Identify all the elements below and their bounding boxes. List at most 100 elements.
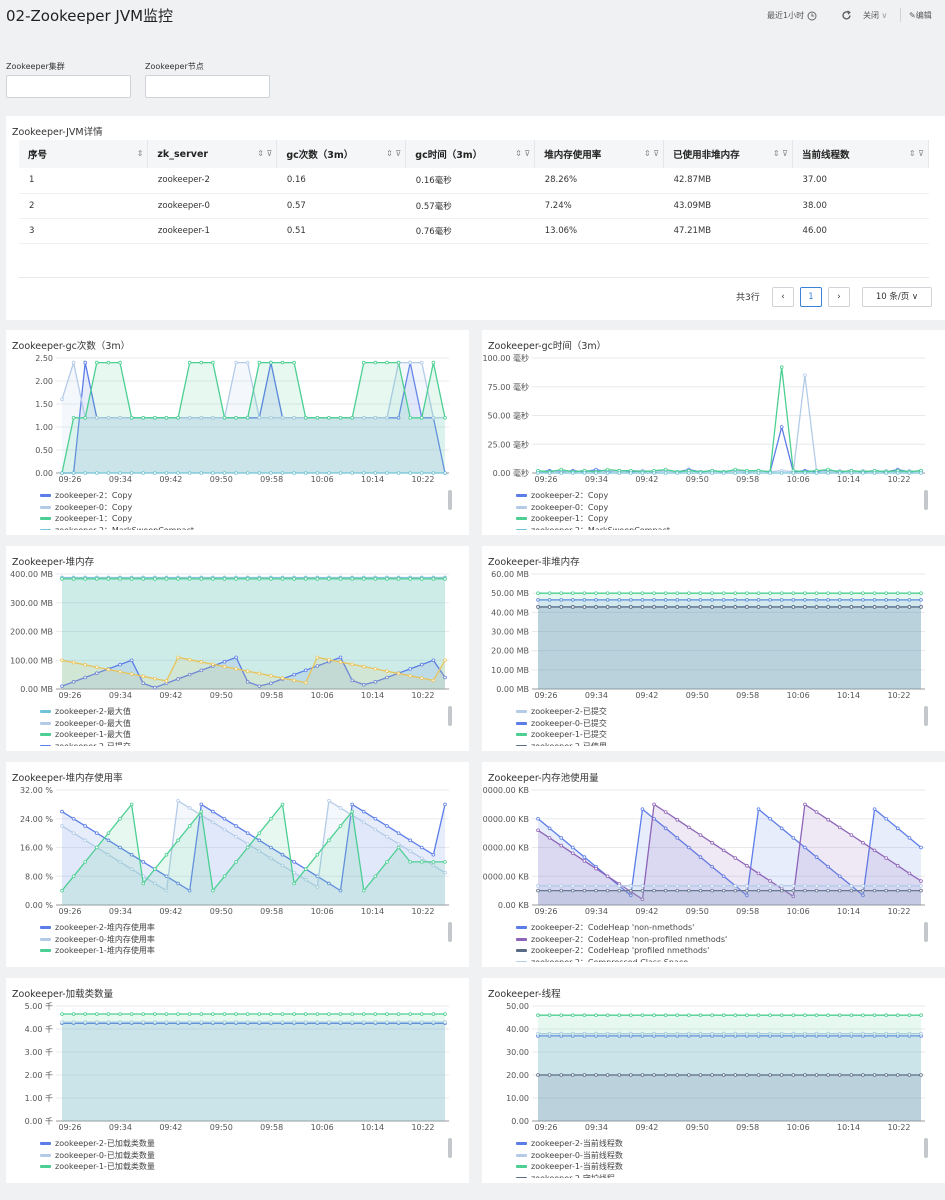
legend-item[interactable]: zookeeper-2：Copy <box>40 490 132 501</box>
legend-scrollbar[interactable] <box>448 706 452 726</box>
data-point <box>83 577 88 581</box>
legend-item[interactable]: zookeeper-0-当前线程数 <box>516 1150 623 1161</box>
next-page-button[interactable]: › <box>828 287 850 307</box>
legend-item[interactable]: zookeeper-2-守护线程 <box>516 1173 615 1178</box>
data-point <box>559 467 564 472</box>
data-point <box>350 416 354 420</box>
legend-item[interactable]: zookeeper-1-堆内存使用率 <box>40 945 155 956</box>
legend-item[interactable]: zookeeper-0-已提交 <box>516 718 607 729</box>
col-header-gc-time[interactable]: gc时间（3m） ⇕ ⊽ <box>405 140 536 168</box>
legend-item[interactable]: zookeeper-2-已提交 <box>40 741 131 746</box>
data-point <box>315 1020 320 1024</box>
sort-filter-icon[interactable]: ⇕ ⊽ <box>257 149 273 158</box>
legend-item[interactable]: zookeeper-2：Compressed Class Space <box>516 957 688 962</box>
col-header-zk-server[interactable]: zk_server ⇕ ⊽ <box>147 140 278 168</box>
legend-swatch <box>516 733 527 736</box>
data-point <box>745 884 749 888</box>
data-point <box>791 471 796 475</box>
data-point <box>895 471 900 475</box>
sort-filter-icon[interactable]: ⇕ ⊽ <box>772 149 789 158</box>
data-point <box>361 416 366 420</box>
legend-item[interactable]: zookeeper-2：MarkSweepCompact <box>40 525 194 530</box>
legend-item[interactable]: zookeeper-0-最大值 <box>40 718 131 729</box>
y-tick-label: 0.00 % <box>25 901 53 910</box>
data-point <box>350 471 354 475</box>
data-point <box>419 662 424 667</box>
col-header-nonheap-used[interactable]: 已使用非堆内存 ⇕ ⊽ <box>663 140 794 168</box>
legend-item[interactable]: zookeeper-2：CodeHeap 'non-profiled nmeth… <box>516 934 727 945</box>
data-point <box>373 816 378 821</box>
legend-item[interactable]: zookeeper-2-已使用 <box>516 741 607 746</box>
data-point <box>431 1020 436 1024</box>
legend-scrollbar[interactable] <box>448 1138 452 1158</box>
sort-filter-icon[interactable]: ⇕ ⊽ <box>386 149 402 158</box>
legend-item[interactable]: zookeeper-2：CodeHeap 'profiled nmethods' <box>516 945 709 956</box>
legend-item[interactable]: zookeeper-1-已提交 <box>516 729 607 740</box>
data-point <box>245 845 250 850</box>
data-point <box>199 809 204 814</box>
legend-item[interactable]: zookeeper-1-已加载类数量 <box>40 1161 155 1172</box>
x-tick-label: 10:14 <box>837 475 860 484</box>
legend-item[interactable]: zookeeper-2：MarkSweepCompact <box>516 525 670 530</box>
legend-label: zookeeper-2-已加载类数量 <box>55 1139 155 1148</box>
legend-item[interactable]: zookeeper-0-已加载类数量 <box>40 1150 155 1161</box>
prev-page-button[interactable]: ‹ <box>772 287 794 307</box>
col-header-index[interactable]: 序号 ⇕ <box>19 140 149 168</box>
legend-item[interactable]: zookeeper-1-最大值 <box>40 729 131 740</box>
legend-scrollbar[interactable] <box>924 922 928 942</box>
data-point <box>803 1031 807 1036</box>
node-select[interactable] <box>145 75 270 98</box>
time-range-picker[interactable]: 最近1小时 <box>767 10 817 21</box>
refresh-button[interactable] <box>841 10 852 21</box>
sort-icon[interactable]: ⇕ <box>136 149 144 158</box>
sort-filter-icon[interactable]: ⇕ ⊽ <box>644 149 660 158</box>
page-number-button[interactable]: 1 <box>800 287 822 307</box>
data-point <box>234 471 238 475</box>
data-point <box>745 893 749 898</box>
cluster-select[interactable] <box>6 75 131 98</box>
legend-item[interactable]: zookeeper-2-已加载类数量 <box>40 1138 155 1149</box>
legend-scrollbar[interactable] <box>924 706 928 726</box>
data-point <box>849 884 854 888</box>
col-header-threads[interactable]: 当前线程数 ⇕ ⊽ <box>792 140 929 168</box>
legend-item[interactable]: zookeeper-1-当前线程数 <box>516 1161 623 1172</box>
edit-button[interactable]: ✎编辑 <box>909 10 932 21</box>
data-point <box>861 605 865 609</box>
legend-item[interactable]: zookeeper-2：CodeHeap 'non-nmethods' <box>516 922 694 933</box>
legend-scrollbar[interactable] <box>924 490 928 510</box>
legend-item[interactable]: zookeeper-0：Copy <box>40 502 132 513</box>
legend-scrollbar[interactable] <box>448 922 452 942</box>
legend-item[interactable]: zookeeper-1：Copy <box>40 513 132 524</box>
legend-item[interactable]: zookeeper-2-堆内存使用率 <box>40 922 155 933</box>
legend-scrollbar[interactable] <box>448 490 452 510</box>
data-point <box>605 888 610 893</box>
data-point <box>837 471 842 475</box>
sort-filter-icon[interactable]: ⇕ ⊽ <box>908 149 924 158</box>
data-point <box>419 360 424 365</box>
legend-item[interactable]: zookeeper-2-最大值 <box>40 706 131 717</box>
col-header-heap-usage[interactable]: 堆内存使用率 ⇕ ⊽ <box>534 140 665 168</box>
table-cell: zookeeper-1 <box>147 218 277 244</box>
data-point <box>663 605 668 609</box>
data-point <box>385 471 389 475</box>
data-point <box>361 682 366 687</box>
data-point <box>791 591 796 595</box>
legend-item[interactable]: zookeeper-1：Copy <box>516 513 608 524</box>
y-tick-label: 0.00 MB <box>496 685 529 694</box>
legend-item[interactable]: zookeeper-2：Copy <box>516 490 608 501</box>
legend-label: zookeeper-0-当前线程数 <box>531 1150 623 1160</box>
data-point <box>431 360 436 365</box>
data-point <box>315 471 320 475</box>
sort-filter-icon[interactable]: ⇕ ⊽ <box>515 149 531 158</box>
legend-item[interactable]: zookeeper-0-堆内存使用率 <box>40 934 155 945</box>
legend-item[interactable]: zookeeper-0：Copy <box>516 502 608 513</box>
col-header-gc-count[interactable]: gc次数（3m） ⇕ ⊽ <box>276 140 407 168</box>
data-point <box>222 827 227 832</box>
page-size-select[interactable]: 10 条/页 ∨ <box>862 287 932 307</box>
series-area <box>62 578 445 689</box>
legend-item[interactable]: zookeeper-2-已提交 <box>516 706 607 717</box>
legend-scrollbar[interactable] <box>924 1138 928 1158</box>
legend-item[interactable]: zookeeper-2-当前线程数 <box>516 1138 623 1149</box>
data-point <box>919 1073 923 1077</box>
auto-refresh-select[interactable]: 关闭 ∨ <box>863 10 887 21</box>
